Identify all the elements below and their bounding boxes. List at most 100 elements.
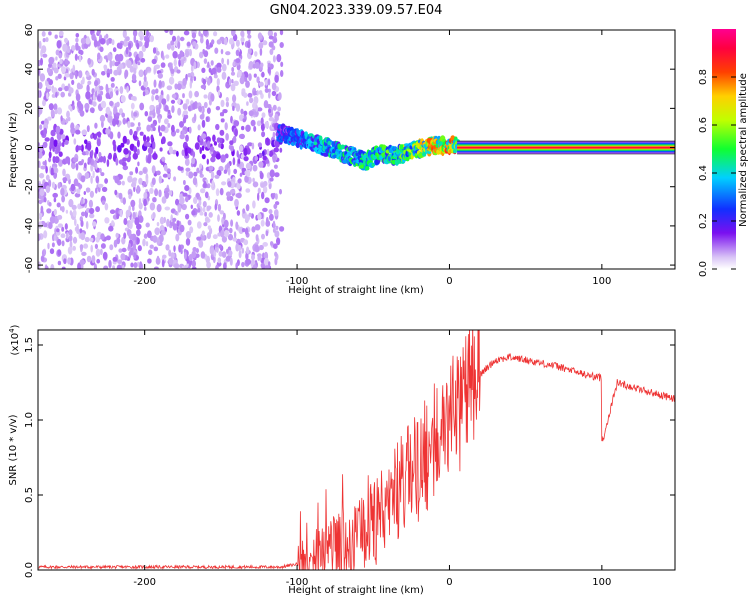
y-tick-label: -20	[24, 179, 35, 195]
snr-ylabel: SNR (10 * v/v)	[8, 414, 19, 485]
spectrogram-cell	[109, 100, 114, 107]
spectrogram-cell	[251, 142, 255, 150]
spectrogram-cell	[76, 82, 81, 90]
spectrogram-cell	[126, 85, 129, 93]
spectrogram-cell	[262, 40, 268, 46]
spectrogram-cell	[177, 107, 182, 116]
spectrogram-cell	[161, 136, 166, 145]
spectrogram-cell	[166, 94, 170, 102]
spectrogram-cell	[235, 221, 239, 230]
spectrogram-cell	[61, 141, 65, 148]
spectrogram-cell	[217, 203, 222, 212]
spectrogram-cell	[55, 76, 59, 81]
spectrogram-cell	[85, 91, 91, 100]
spectrogram-cell	[259, 255, 262, 262]
spectrogram-cell	[94, 122, 98, 129]
spectrogram-cell	[129, 128, 133, 136]
spectrogram-cell	[150, 123, 155, 129]
spectrogram-cell	[183, 180, 186, 185]
spectrogram-cell	[42, 38, 46, 43]
spectrogram-cell	[87, 57, 92, 65]
spectrogram-cell	[215, 246, 219, 253]
spectrogram-cell	[50, 109, 55, 115]
spectrogram-cell	[237, 70, 242, 78]
spectrogram-cell	[245, 252, 249, 260]
spectrogram-cell	[233, 120, 240, 127]
spectrogram-cell	[60, 233, 66, 238]
spectrogram-cell	[111, 39, 115, 46]
spectrogram-cell	[249, 97, 254, 104]
spectrogram-cell	[236, 192, 242, 199]
spectrogram-cell	[136, 139, 140, 148]
spectrogram-cell	[217, 214, 220, 222]
snr-yscale-label: (x104)	[8, 324, 21, 355]
spectrogram-cell	[40, 205, 44, 214]
spectrogram-cell	[215, 264, 219, 269]
spectrogram-cell	[197, 124, 201, 131]
spectrogram-cell	[136, 148, 140, 156]
spectrogram-cell	[137, 122, 141, 127]
spectrogram-cell	[105, 106, 111, 115]
spectrogram-cell	[181, 129, 186, 135]
spectrogram-cell	[261, 71, 265, 78]
spectrogram-cell	[89, 213, 95, 219]
spectrogram-cell	[184, 158, 190, 166]
spectrogram-cell	[180, 249, 183, 255]
spectrogram-cell	[263, 257, 269, 266]
spectrogram-cell	[208, 99, 212, 106]
spectrogram-cell	[164, 206, 171, 211]
spectrogram-cell	[86, 255, 92, 263]
spectrogram-cell	[152, 235, 158, 243]
spectrogram-cell	[57, 238, 62, 246]
spectrogram-cell	[207, 225, 212, 230]
spectrogram-cell	[139, 131, 144, 136]
spectrogram-cell	[136, 185, 140, 194]
spectrogram-cell	[260, 62, 264, 68]
spectrogram-cell	[49, 140, 54, 149]
spectrogram-cell	[274, 74, 279, 83]
spectrogram-cell	[223, 37, 228, 46]
spectrogram-cell	[108, 259, 112, 269]
spectrogram-cell	[256, 120, 262, 127]
spectrogram-cell	[232, 105, 235, 111]
spectrogram-cell	[208, 212, 213, 218]
spectrogram-cell	[245, 80, 250, 88]
spectrogram-cell	[230, 219, 234, 227]
spectrogram-cell	[193, 113, 197, 122]
spectrogram-cell	[45, 185, 51, 193]
spectrogram-cell	[200, 36, 204, 44]
spectrogram-cell	[57, 223, 64, 228]
spectrogram-cell	[252, 264, 257, 269]
spectrogram-cell	[232, 157, 236, 166]
spectrogram-cell	[79, 50, 84, 56]
spectrogram-cell	[128, 42, 132, 50]
spectrogram-cell	[129, 220, 133, 230]
spectrogram-cell	[216, 39, 222, 45]
spectrogram-cell	[60, 134, 66, 140]
spectrogram-cell	[100, 233, 105, 241]
spectrogram-cell	[56, 40, 62, 49]
spectrogram-cell	[42, 53, 48, 58]
spectrogram-cell	[64, 139, 69, 145]
spectrogram-cell	[204, 191, 209, 199]
spectrogram-cell	[146, 136, 150, 143]
spectrogram-cell	[258, 42, 264, 49]
spectrogram-cell	[156, 170, 161, 176]
spectrogram-cell	[167, 114, 173, 119]
spectrogram-cell	[206, 140, 211, 149]
spectrogram-cell	[138, 210, 142, 218]
spectrogram-cell	[241, 261, 245, 268]
spectrogram-cell	[254, 61, 260, 69]
spectrogram-cell	[64, 72, 70, 78]
spectrogram-cell	[209, 146, 215, 152]
spectrogram-cell	[57, 260, 62, 266]
spectrogram-cell	[266, 172, 271, 179]
spectrogram-cell	[243, 110, 248, 116]
spectrogram-cell	[145, 222, 150, 228]
spectrogram-cell	[101, 120, 104, 128]
spectrogram-cell	[240, 108, 244, 115]
spectrogram-cell	[172, 223, 178, 231]
spectrogram-cell	[162, 173, 168, 178]
spectrogram-cell	[117, 131, 121, 139]
